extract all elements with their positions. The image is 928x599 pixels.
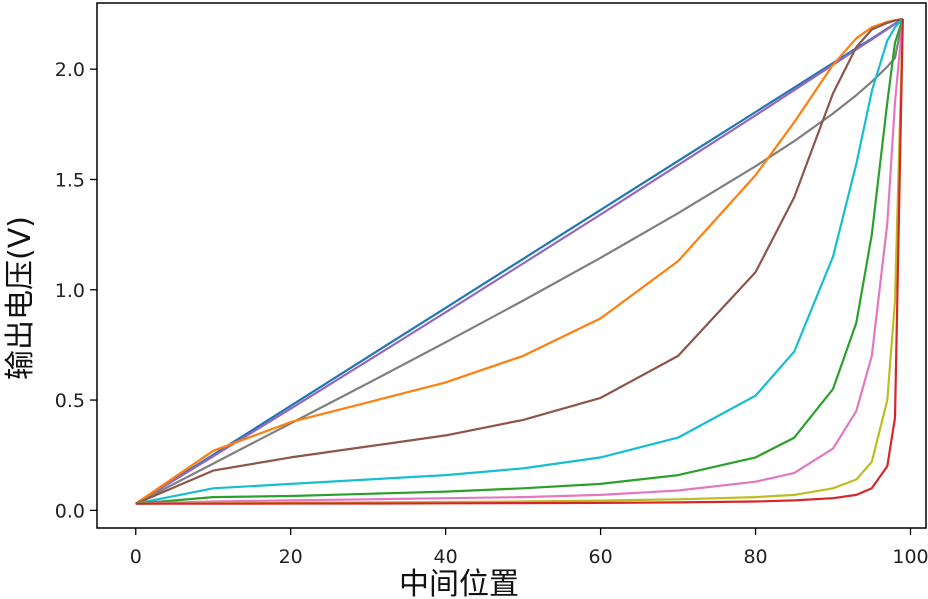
series-line-8 [135,18,904,505]
series-line-5 [135,17,904,505]
x-tick-label: 80 [743,546,767,568]
x-axis-title: 中间位置 [399,567,519,599]
x-tick-label: 0 [130,546,142,568]
y-tick-label: 0.0 [55,500,85,522]
y-tick-label: 1.0 [55,280,85,302]
x-tick-label: 60 [589,546,613,568]
series-line-2 [135,17,904,505]
y-tick-label: 2.0 [55,59,85,81]
series-line-10 [135,18,904,505]
series-line-7 [135,18,904,505]
y-tick-label: 0.5 [55,390,85,412]
x-tick-label: 20 [279,546,303,568]
series-line-3 [135,18,904,505]
x-tick-label: 40 [434,546,458,568]
series-line-6 [135,18,904,505]
series-line-4 [135,17,903,505]
y-axis-ticks: 0.0 0.5 1.0 1.5 2.0 [55,59,97,522]
y-axis-title: 输出电压(V) [3,216,38,380]
y-tick-label: 1.5 [55,169,85,191]
x-axis-ticks: 0 20 40 60 80 100 [130,528,928,568]
x-tick-label: 100 [892,546,928,568]
series-layer [135,17,904,505]
